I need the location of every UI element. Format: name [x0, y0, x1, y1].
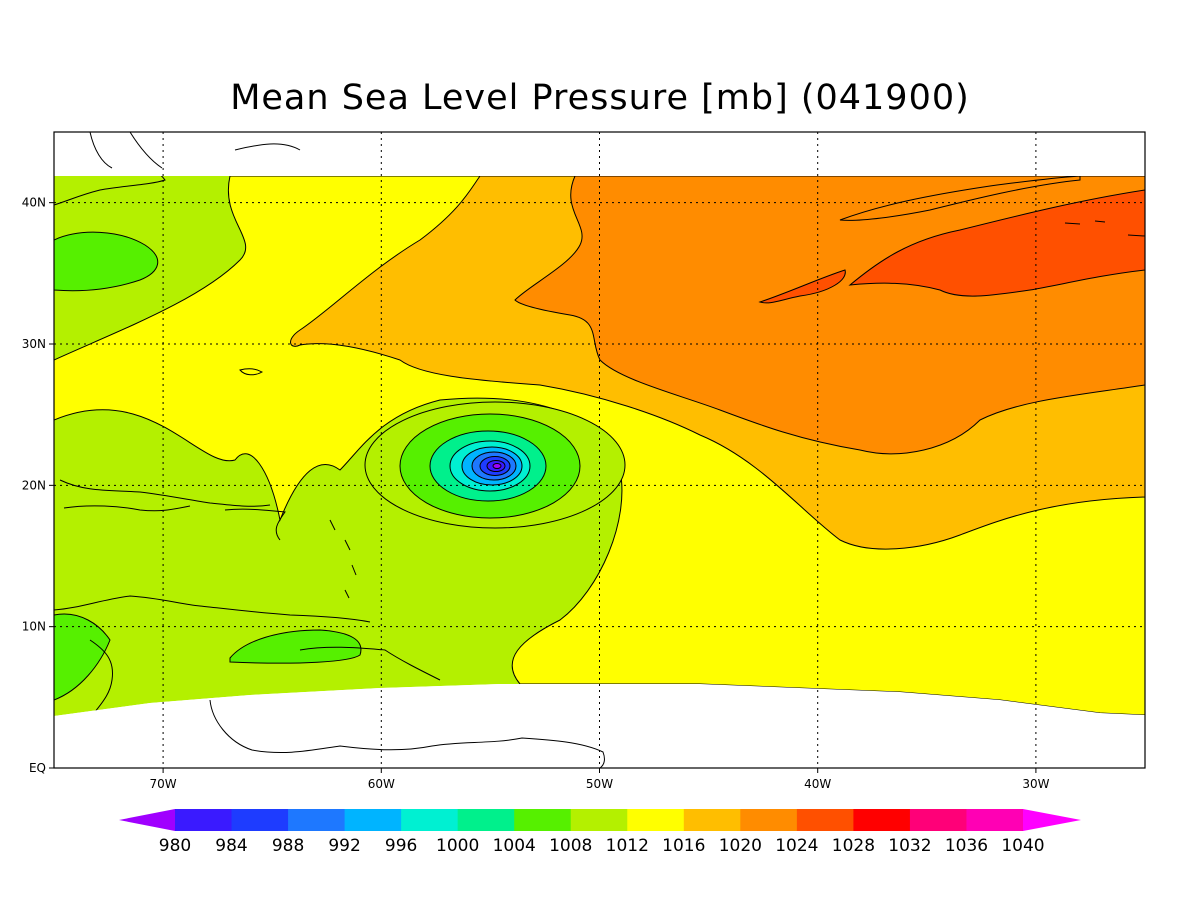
- colorbar-swatch: [344, 809, 402, 831]
- colorbar-level-label: 1024: [775, 836, 818, 856]
- colorbar-level-label: 988: [272, 836, 304, 856]
- colorbar-swatch: [966, 809, 1024, 831]
- gridlines: [54, 132, 1145, 768]
- lon-tick-label: 50W: [586, 777, 613, 791]
- colorbar-level-label: 1020: [719, 836, 762, 856]
- colorbar-swatch: [627, 809, 685, 831]
- colorbar: 980 984 988 992 996 1000 1004 1008 1012 1016 1020 1…: [119, 809, 1081, 856]
- colorbar-level-label: 1004: [493, 836, 536, 856]
- field-1024-sliver: [839, 175, 1081, 221]
- colorbar-swatch: [457, 809, 515, 831]
- pressure-field: [54, 132, 1145, 768]
- field-1028-a: [848, 189, 1145, 297]
- lat-tick-label: 10N: [22, 620, 46, 634]
- lon-tick-label: 70W: [150, 777, 177, 791]
- colorbar-swatch: [796, 809, 854, 831]
- colorbar-level-label: 1028: [832, 836, 875, 856]
- colorbar-swatch: [514, 809, 572, 831]
- field-1028-b: [758, 269, 846, 304]
- colorbar-level-label: 1008: [549, 836, 592, 856]
- colorbar-swatch: [231, 809, 289, 831]
- colorbar-level-label: 980: [159, 836, 191, 856]
- north-coast: [89, 132, 301, 169]
- colorbar-swatch: [683, 809, 741, 831]
- map-title: Mean Sea Level Pressure [mb] (041900): [230, 78, 970, 118]
- colorbar-arrow-low: [119, 809, 175, 831]
- colorbar-level-label: 1032: [888, 836, 931, 856]
- colorbar-level-label: 1016: [662, 836, 705, 856]
- lat-tick-label: 30N: [22, 337, 46, 351]
- lat-tick-label: EQ: [29, 761, 46, 775]
- colorbar-level-label: 1012: [606, 836, 649, 856]
- low-pressure-system: [364, 401, 626, 529]
- colorbar-swatch: [570, 809, 628, 831]
- lon-tick-label: 60W: [368, 777, 395, 791]
- latitude-axis: 40N 30N 20N 10N EQ: [22, 196, 54, 775]
- colorbar-level-label: 984: [215, 836, 247, 856]
- colorbar-level-label: 992: [328, 836, 360, 856]
- field-1008-south: [229, 629, 362, 664]
- lon-tick-label: 30W: [1022, 777, 1049, 791]
- colorbar-swatch: [853, 809, 911, 831]
- colorbar-swatch: [909, 809, 967, 831]
- colorbar-level-label: 996: [385, 836, 417, 856]
- colorbar-level-label: 1000: [436, 836, 479, 856]
- colorbar-arrow-high: [1023, 809, 1081, 831]
- colorbar-swatch: [740, 809, 798, 831]
- colorbar-swatch: [288, 809, 346, 831]
- lat-tick-label: 20N: [22, 478, 46, 492]
- lat-tick-label: 40N: [22, 196, 46, 210]
- colorbar-level-label: 1040: [1001, 836, 1044, 856]
- longitude-axis: 70W 60W 50W 40W 30W: [150, 768, 1050, 791]
- lon-tick-label: 40W: [804, 777, 831, 791]
- colorbar-level-label: 1036: [945, 836, 988, 856]
- colorbar-swatch: [175, 809, 233, 831]
- colorbar-swatch: [401, 809, 459, 831]
- field-1008-west: [54, 231, 158, 292]
- field-1008-sw: [54, 613, 111, 701]
